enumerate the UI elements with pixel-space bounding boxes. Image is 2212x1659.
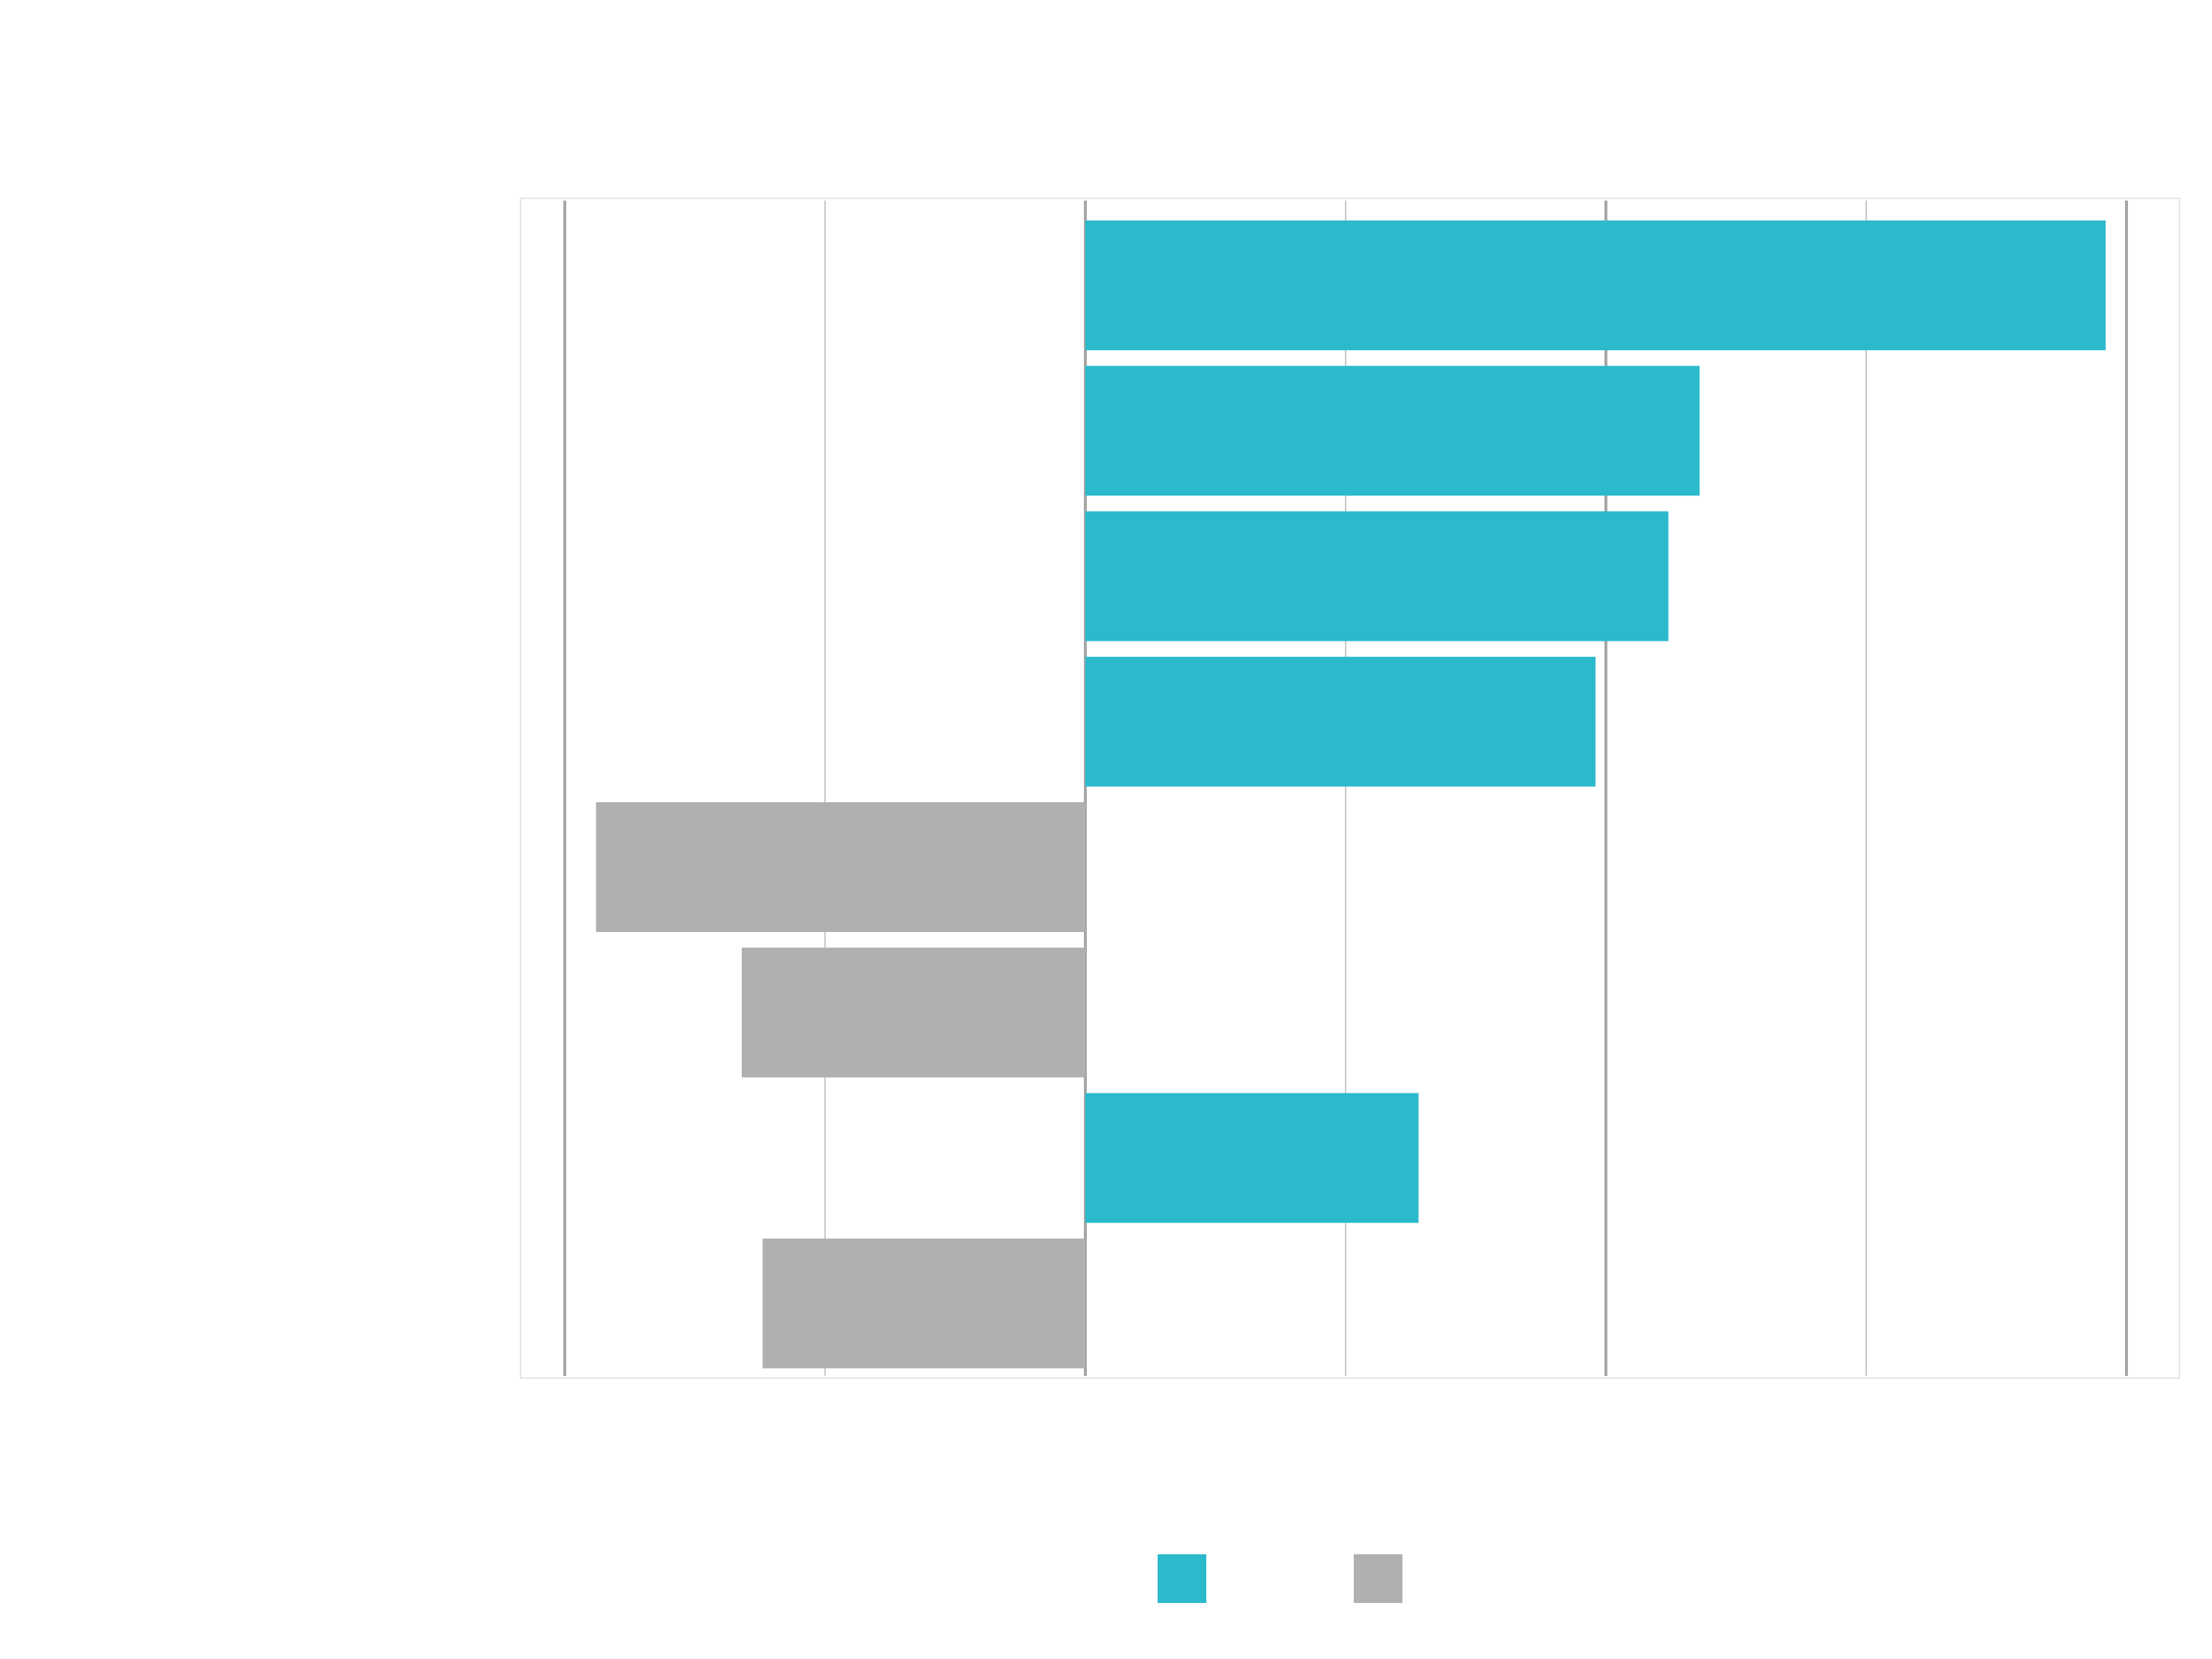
bars xyxy=(596,220,2106,1368)
bar-negative xyxy=(596,802,1085,932)
bar-positive xyxy=(1085,1093,1419,1223)
bar-negative xyxy=(742,947,1085,1078)
bar-negative xyxy=(762,1238,1085,1368)
bar-positive xyxy=(1085,511,1669,641)
bar-positive xyxy=(1085,220,2106,350)
bar-positive xyxy=(1085,366,1700,496)
legend-swatch-positive xyxy=(1158,1554,1206,1603)
bar-positive xyxy=(1085,656,1596,787)
plot-area-border xyxy=(520,198,2180,1379)
legend xyxy=(1158,1554,1402,1603)
legend-swatch-negative xyxy=(1354,1554,1402,1603)
